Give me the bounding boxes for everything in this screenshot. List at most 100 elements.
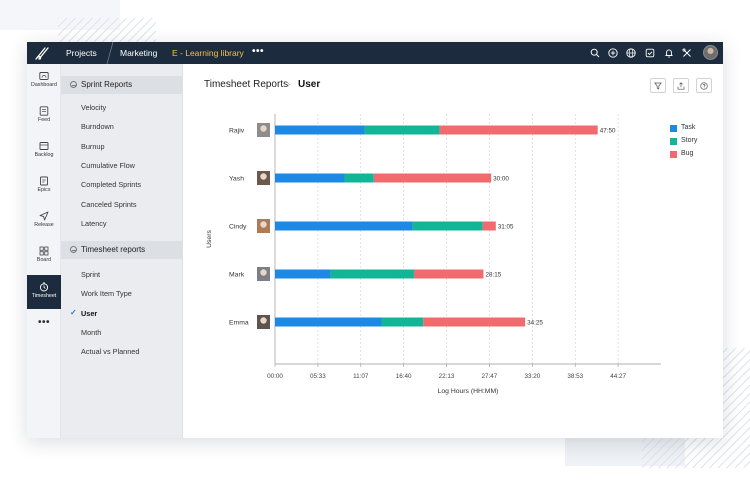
breadcrumb-parent[interactable]: Timesheet Reports	[204, 79, 289, 90]
y-axis-title: Users	[206, 230, 213, 248]
x-axis-title: Log Hours (HH:MM)	[438, 388, 499, 395]
bar-story	[344, 173, 374, 183]
nav-more-button[interactable]: •••	[37, 317, 50, 328]
x-tick-label: 38:53	[567, 373, 583, 380]
decorative-stripes	[58, 18, 156, 44]
nav-backlog[interactable]: Backlog	[27, 134, 61, 168]
collapse-icon[interactable]	[70, 246, 77, 253]
user-avatar-face	[260, 317, 267, 324]
nav-epics[interactable]: Epics	[27, 169, 61, 203]
report-item-sprint[interactable]: Sprint	[81, 270, 101, 279]
app-logo-icon[interactable]	[33, 45, 51, 61]
release-icon	[39, 211, 49, 221]
bar-bug	[373, 173, 492, 183]
nav-release[interactable]: Release	[27, 204, 61, 238]
export-button[interactable]	[673, 78, 689, 93]
epics-icon	[40, 176, 48, 186]
nav-board[interactable]: Board	[27, 239, 61, 273]
bar-bug	[423, 317, 526, 327]
nav-feed[interactable]: Feed	[27, 99, 61, 133]
user-avatar[interactable]	[703, 45, 718, 60]
report-item-burnup[interactable]: Burnup	[81, 142, 105, 151]
bar-story	[364, 125, 440, 135]
tools-icon[interactable]	[682, 48, 692, 58]
x-tick-label: 44:27	[610, 373, 626, 380]
nav-dashboard[interactable]: Dashboard	[27, 64, 61, 98]
legend-label-task: Task	[681, 124, 696, 131]
x-tick-label: 16:40	[396, 373, 412, 380]
filter-icon	[654, 82, 662, 90]
report-item-velocity[interactable]: Velocity	[81, 103, 107, 112]
tab-projects[interactable]: Projects	[66, 48, 97, 58]
report-item-burndown[interactable]: Burndown	[81, 122, 114, 131]
user-avatar-face	[260, 269, 267, 276]
nav-release-label: Release	[34, 222, 54, 228]
bar-total-label: 34:25	[527, 320, 543, 327]
breadcrumb-separator: ›	[287, 79, 291, 90]
report-item-actual-vs-planned[interactable]: Actual vs Planned	[81, 347, 140, 356]
report-item-completed-sprints[interactable]: Completed Sprints	[81, 180, 142, 189]
report-item-cumulative-flow[interactable]: Cumulative Flow	[81, 161, 135, 170]
report-item-work-item-type[interactable]: Work Item Type	[81, 289, 132, 298]
bar-bug	[439, 125, 598, 135]
tab-divider	[106, 42, 114, 65]
bar-task	[275, 317, 382, 327]
timesheet-reports-header[interactable]: Timesheet reports	[61, 241, 182, 259]
bell-icon[interactable]	[664, 48, 674, 58]
user-avatar-face	[260, 173, 267, 180]
bar-task	[275, 125, 365, 135]
y-category-label: Cindy	[229, 224, 247, 231]
x-tick-label: 33:20	[524, 373, 540, 380]
bar-total-label: 31:05	[498, 224, 514, 231]
bar-total-label: 28:15	[485, 272, 501, 279]
x-tick-label: 22:13	[439, 373, 455, 380]
legend-swatch-story	[670, 138, 677, 145]
bar-bug	[482, 221, 496, 231]
nav-backlog-label: Backlog	[34, 152, 54, 158]
y-category-label: Yash	[229, 176, 244, 183]
check-icon: ✓	[70, 308, 77, 317]
clipboard-icon[interactable]	[645, 48, 655, 58]
x-tick-label: 11:07	[353, 373, 369, 380]
legend-label-bug: Bug	[681, 150, 694, 157]
report-content: Timesheet Reports › User 00:00 05:33 11:07…	[183, 64, 723, 438]
help-icon	[700, 82, 708, 90]
bar-story	[381, 317, 424, 327]
filter-button[interactable]	[650, 78, 666, 93]
report-item-user[interactable]: User	[81, 309, 98, 318]
bar-total-label: 30:00	[493, 176, 509, 183]
globe-icon[interactable]	[626, 48, 636, 58]
breadcrumb-current: User	[298, 79, 321, 90]
nav-epics-label: Epics	[37, 187, 51, 193]
help-button[interactable]	[696, 78, 712, 93]
sprint-reports-heading: Sprint Reports	[81, 80, 133, 89]
bar-task	[275, 221, 413, 231]
collapse-icon[interactable]	[70, 81, 77, 88]
bar-bug	[413, 269, 484, 279]
add-icon[interactable]	[608, 48, 618, 58]
board-icon	[39, 246, 49, 256]
search-icon[interactable]	[590, 48, 600, 58]
user-hours-chart: 00:00 05:33 11:07 16:40 22:13 27:47 33:20 38:53…	[206, 114, 661, 395]
tab-marketing[interactable]: Marketing	[120, 48, 158, 58]
user-avatar-face	[260, 221, 267, 228]
export-icon	[677, 82, 685, 90]
report-item-latency[interactable]: Latency	[81, 219, 107, 228]
legend-swatch-bug	[670, 151, 677, 158]
tab-e-learning-library[interactable]: E - Learning library	[172, 48, 244, 58]
bar-story	[330, 269, 414, 279]
nav-board-label: Board	[36, 257, 52, 263]
bar-total-label: 47:50	[600, 128, 616, 135]
left-nav: Dashboard Feed Backlog Epics Release Boa…	[27, 64, 61, 438]
nav-timesheet[interactable]: Timesheet	[27, 275, 61, 309]
x-tick-label: 05:33	[310, 373, 326, 380]
top-bar: Projects Marketing E - Learning library …	[27, 42, 723, 65]
y-category-label: Rajiv	[229, 128, 245, 135]
more-tabs-button[interactable]: •••	[252, 46, 265, 57]
sprint-reports-header[interactable]: Sprint Reports	[61, 76, 182, 94]
report-item-month[interactable]: Month	[81, 328, 102, 337]
x-tick-label: 27:47	[482, 373, 498, 380]
nav-timesheet-label: Timesheet	[31, 293, 57, 299]
report-item-canceled-sprints[interactable]: Canceled Sprints	[81, 200, 137, 209]
bar-task	[275, 173, 345, 183]
